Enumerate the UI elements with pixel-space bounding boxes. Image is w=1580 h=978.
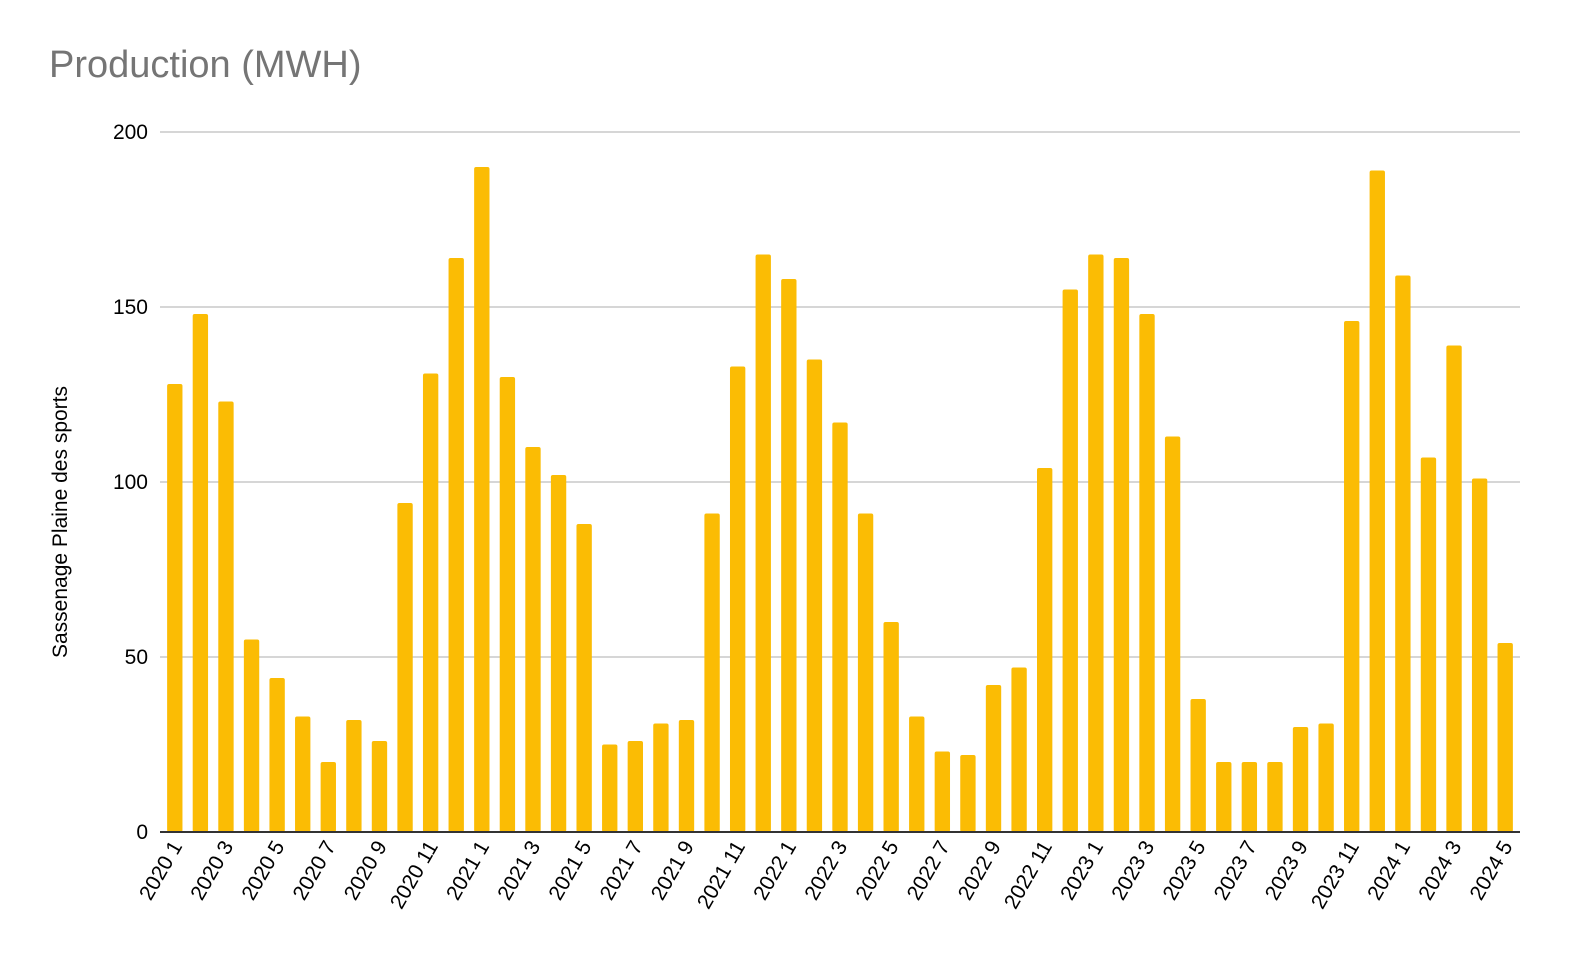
bar	[934, 751, 951, 832]
bar	[755, 254, 771, 832]
x-tick-label: 2020 9	[340, 837, 392, 904]
x-tick-label: 2023 1	[1056, 837, 1108, 904]
x-tick-label: 2022 9	[954, 837, 1006, 904]
bar	[653, 723, 669, 832]
bar	[499, 377, 516, 832]
bar	[346, 720, 362, 832]
bar	[550, 475, 567, 832]
bar	[1497, 643, 1513, 832]
bar	[960, 755, 976, 832]
bar	[806, 359, 823, 832]
bar	[1241, 762, 1258, 832]
x-tick-label: 2021 11	[693, 837, 750, 913]
x-tick-label: 2024 1	[1363, 837, 1415, 904]
y-axis-ticks: 0 50 100 150 200	[113, 121, 148, 844]
y-axis-label: Sassenage Plaine des sports	[49, 386, 72, 658]
bar	[1216, 762, 1232, 832]
bars	[167, 167, 1513, 832]
bar	[1011, 667, 1027, 832]
bar	[243, 639, 260, 832]
bar	[1139, 314, 1155, 832]
x-tick-label: 2021 9	[647, 837, 699, 904]
bar	[857, 513, 874, 832]
bar	[781, 279, 797, 832]
bar	[704, 513, 720, 832]
bar	[1037, 468, 1053, 832]
bar	[1113, 258, 1130, 832]
bar	[602, 744, 618, 832]
x-tick-label: 2022 11	[1000, 837, 1057, 913]
bar	[729, 366, 746, 832]
x-tick-label: 2021 3	[493, 837, 545, 904]
bar	[525, 447, 541, 832]
bar	[448, 258, 464, 832]
bar	[269, 678, 285, 832]
bar	[295, 716, 311, 832]
bar	[576, 524, 592, 832]
x-tick-label: 2022 7	[903, 837, 955, 904]
bar	[1292, 727, 1309, 832]
bar	[1190, 699, 1206, 832]
bar	[474, 167, 490, 832]
x-tick-label: 2020 7	[289, 837, 341, 904]
bar	[883, 622, 899, 832]
x-tick-label: 2022 3	[800, 837, 852, 904]
bar	[371, 741, 388, 832]
y-tick-label: 200	[113, 121, 148, 144]
bar	[985, 685, 1002, 832]
y-tick-label: 0	[136, 821, 148, 844]
x-tick-label: 2020 5	[237, 837, 289, 904]
x-tick-label: 2020 3	[186, 837, 238, 904]
bar	[192, 314, 209, 832]
chart-title: Production (MWH)	[49, 44, 362, 86]
y-tick-label: 150	[113, 296, 148, 319]
bar	[1420, 457, 1437, 832]
x-tick-label: 2023 9	[1261, 837, 1313, 904]
bar	[1395, 275, 1411, 832]
bar	[909, 716, 925, 832]
bar	[1344, 321, 1360, 832]
y-tick-label: 50	[125, 646, 148, 669]
bar	[167, 384, 183, 832]
bar	[832, 422, 848, 832]
x-tick-label: 2021 1	[442, 837, 494, 904]
x-tick-label: 2023 5	[1158, 837, 1210, 904]
bar	[1369, 170, 1385, 832]
bar	[1062, 289, 1078, 832]
bar	[320, 762, 336, 832]
bar	[397, 503, 413, 832]
bar	[218, 401, 234, 832]
y-tick-label: 100	[113, 471, 148, 494]
bar	[1267, 762, 1283, 832]
bar	[1088, 254, 1104, 832]
x-tick-label: 2024 5	[1466, 837, 1518, 904]
x-tick-label: 2023 7	[1210, 837, 1262, 904]
bar	[1164, 436, 1181, 832]
x-tick-label: 2020 1	[135, 837, 187, 904]
x-tick-label: 2023 11	[1307, 837, 1364, 913]
x-tick-label: 2021 5	[544, 837, 596, 904]
bar	[422, 373, 439, 832]
x-tick-label: 2023 3	[1107, 837, 1159, 904]
x-tick-label: 2022 1	[749, 837, 801, 904]
bar	[1318, 723, 1334, 832]
bar	[678, 720, 695, 832]
bar	[1471, 478, 1488, 832]
x-tick-label: 2022 5	[851, 837, 903, 904]
bar	[627, 741, 643, 832]
bar	[1446, 345, 1462, 832]
x-tick-label: 2024 3	[1414, 837, 1466, 904]
x-tick-label: 2020 11	[386, 837, 443, 913]
x-tick-label: 2021 7	[596, 837, 648, 904]
